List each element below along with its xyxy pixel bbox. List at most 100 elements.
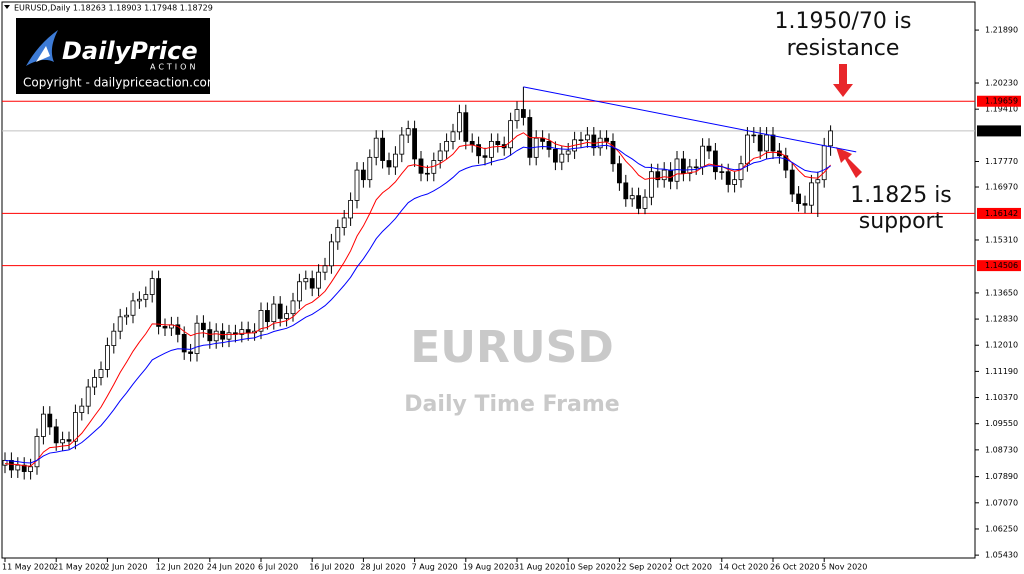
header: EURUSD,Daily 1.18263 1.18903 1.17948 1.1… (14, 4, 213, 13)
current-price-label: 1.18729 (985, 126, 1018, 135)
candle-body (642, 196, 648, 209)
candle-body (617, 163, 622, 184)
logo-mark (26, 30, 58, 66)
candle-body (66, 439, 72, 442)
candle-body (367, 156, 373, 181)
candle-body (745, 134, 750, 165)
candle-body (629, 195, 635, 200)
moving-average (4, 144, 831, 464)
moving-average (4, 132, 831, 467)
candle-body (636, 195, 641, 209)
candle-body (111, 330, 117, 346)
candle-body (309, 278, 315, 289)
header-icon (4, 5, 10, 9)
candle-body (277, 303, 283, 319)
plot-frame (1, 1, 976, 559)
annotation: support (859, 209, 944, 234)
candle-body (162, 326, 168, 329)
x-tick-label: 19 Aug 2020 (463, 563, 514, 572)
candle-body (328, 241, 334, 267)
candle-body (316, 271, 322, 289)
candle-body (828, 130, 833, 147)
candle-body (130, 300, 136, 316)
candle-body (21, 464, 27, 472)
candle-body (719, 171, 725, 173)
candle-body (681, 158, 686, 174)
candle-body (725, 171, 731, 185)
candle-body (303, 278, 309, 283)
x-tick-label: 7 Aug 2020 (412, 563, 458, 572)
candle-body (354, 169, 360, 201)
x-tick-label: 12 Jun 2020 (156, 563, 204, 572)
candle-body (469, 140, 475, 145)
candle-body (508, 120, 514, 149)
candle-body (604, 137, 609, 142)
candle-body (585, 134, 590, 141)
y-tick-label: 1.12830 (985, 315, 1018, 324)
annotation: 1.1950/70 is (775, 9, 912, 34)
candle-body (245, 329, 251, 334)
candle-body (149, 278, 155, 295)
candle-body (79, 405, 85, 413)
candle-body (738, 163, 744, 181)
candle-body (239, 329, 245, 335)
candle-body (399, 134, 405, 155)
candle-body (200, 322, 206, 331)
candle-body (373, 137, 379, 158)
candle-body (649, 171, 654, 198)
candle-body (444, 140, 450, 152)
x-tick-label: 10 Sep 2020 (565, 563, 616, 572)
watermark-title: EURUSD (410, 322, 614, 373)
candle-body (789, 169, 795, 195)
x-tick-label: 31 Aug 2020 (514, 563, 565, 572)
candle-body (450, 131, 456, 142)
arrow (836, 147, 862, 178)
current-price-bg (977, 125, 1021, 137)
candle-body (661, 169, 667, 181)
candle-body (136, 298, 142, 302)
candle-body (284, 313, 290, 319)
candle-body (392, 153, 398, 168)
y-tick-label: 1.08730 (985, 445, 1018, 454)
candle-body (335, 227, 341, 243)
y-tick-label: 1.09550 (985, 419, 1018, 428)
candle-body (175, 324, 181, 335)
candle-body (322, 265, 328, 273)
candle-body (143, 294, 149, 300)
candle-body (565, 150, 571, 155)
candle-body (28, 466, 34, 472)
candle-body (802, 203, 808, 206)
y-tick-label: 1.07890 (985, 472, 1018, 481)
candle-body (809, 182, 814, 206)
candle-body (98, 369, 104, 378)
candle-body (757, 134, 763, 152)
candle-body (117, 316, 123, 332)
candle-body (559, 153, 565, 163)
candle-body (610, 140, 616, 165)
candle-body (226, 332, 232, 340)
candle-body (207, 329, 213, 342)
candle-body (732, 179, 737, 185)
x-tick-label: 21 May 2020 (53, 563, 105, 572)
candle-body (706, 145, 712, 152)
level-label: 1.16142 (985, 209, 1018, 218)
y-tick-label: 1.10370 (985, 393, 1018, 402)
y-tick-label: 1.17770 (985, 157, 1018, 166)
level-label: 1.14506 (985, 261, 1018, 270)
annotation: resistance (787, 36, 900, 61)
logo-mark (36, 46, 50, 62)
candle-body (92, 377, 97, 388)
candle-body (821, 145, 827, 181)
candle-body (546, 140, 552, 150)
x-tick-label: 6 Jul 2020 (258, 563, 298, 572)
y-tick-label: 1.12010 (985, 341, 1018, 350)
candle-body (623, 182, 629, 200)
candle-body (668, 169, 673, 182)
candle-body (386, 160, 392, 168)
candle-body (405, 128, 411, 136)
candle-body (53, 426, 59, 444)
y-tick-label: 1.15310 (985, 235, 1018, 244)
candle-body (60, 439, 65, 444)
